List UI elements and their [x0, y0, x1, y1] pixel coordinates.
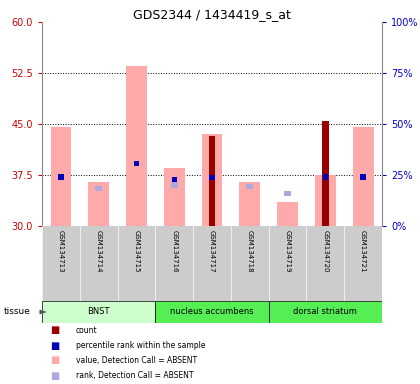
Bar: [277, 202, 298, 226]
Text: count: count: [76, 326, 97, 335]
Bar: [171, 182, 178, 188]
Bar: [209, 175, 215, 180]
Bar: [284, 190, 291, 196]
Text: GSM134718: GSM134718: [247, 230, 253, 272]
Text: GSM134716: GSM134716: [171, 230, 177, 272]
Text: tissue: tissue: [4, 308, 31, 316]
Text: BNST: BNST: [87, 308, 110, 316]
Text: percentile rank within the sample: percentile rank within the sample: [76, 341, 205, 350]
Text: GSM134721: GSM134721: [360, 230, 366, 272]
Bar: [172, 177, 177, 182]
Bar: [209, 136, 215, 226]
Title: GDS2344 / 1434419_s_at: GDS2344 / 1434419_s_at: [133, 8, 291, 21]
Text: GSM134719: GSM134719: [285, 230, 291, 272]
Bar: [247, 184, 253, 189]
Text: dorsal striatum: dorsal striatum: [294, 308, 357, 316]
Text: GSM134713: GSM134713: [58, 230, 64, 272]
Text: ■: ■: [50, 371, 60, 381]
Text: rank, Detection Call = ABSENT: rank, Detection Call = ABSENT: [76, 371, 193, 380]
Bar: [50, 127, 71, 226]
Bar: [134, 161, 139, 166]
Bar: [95, 186, 102, 191]
Bar: [360, 174, 366, 180]
Bar: [323, 174, 328, 180]
Bar: [42, 301, 155, 323]
Text: nucleus accumbens: nucleus accumbens: [170, 308, 254, 316]
Bar: [269, 301, 382, 323]
Text: GSM134715: GSM134715: [134, 230, 139, 272]
Bar: [202, 134, 222, 226]
Bar: [322, 121, 329, 226]
Bar: [88, 182, 109, 226]
Bar: [164, 168, 185, 226]
Text: ■: ■: [50, 341, 60, 351]
Text: GSM134714: GSM134714: [96, 230, 102, 272]
Text: value, Detection Call = ABSENT: value, Detection Call = ABSENT: [76, 356, 197, 365]
Text: ■: ■: [50, 356, 60, 366]
Text: GSM134717: GSM134717: [209, 230, 215, 272]
Bar: [353, 127, 373, 226]
Bar: [239, 182, 260, 226]
Bar: [155, 301, 269, 323]
Bar: [315, 175, 336, 226]
Bar: [126, 66, 147, 226]
Text: ■: ■: [50, 326, 60, 336]
Text: GSM134720: GSM134720: [322, 230, 328, 272]
Bar: [58, 174, 63, 180]
